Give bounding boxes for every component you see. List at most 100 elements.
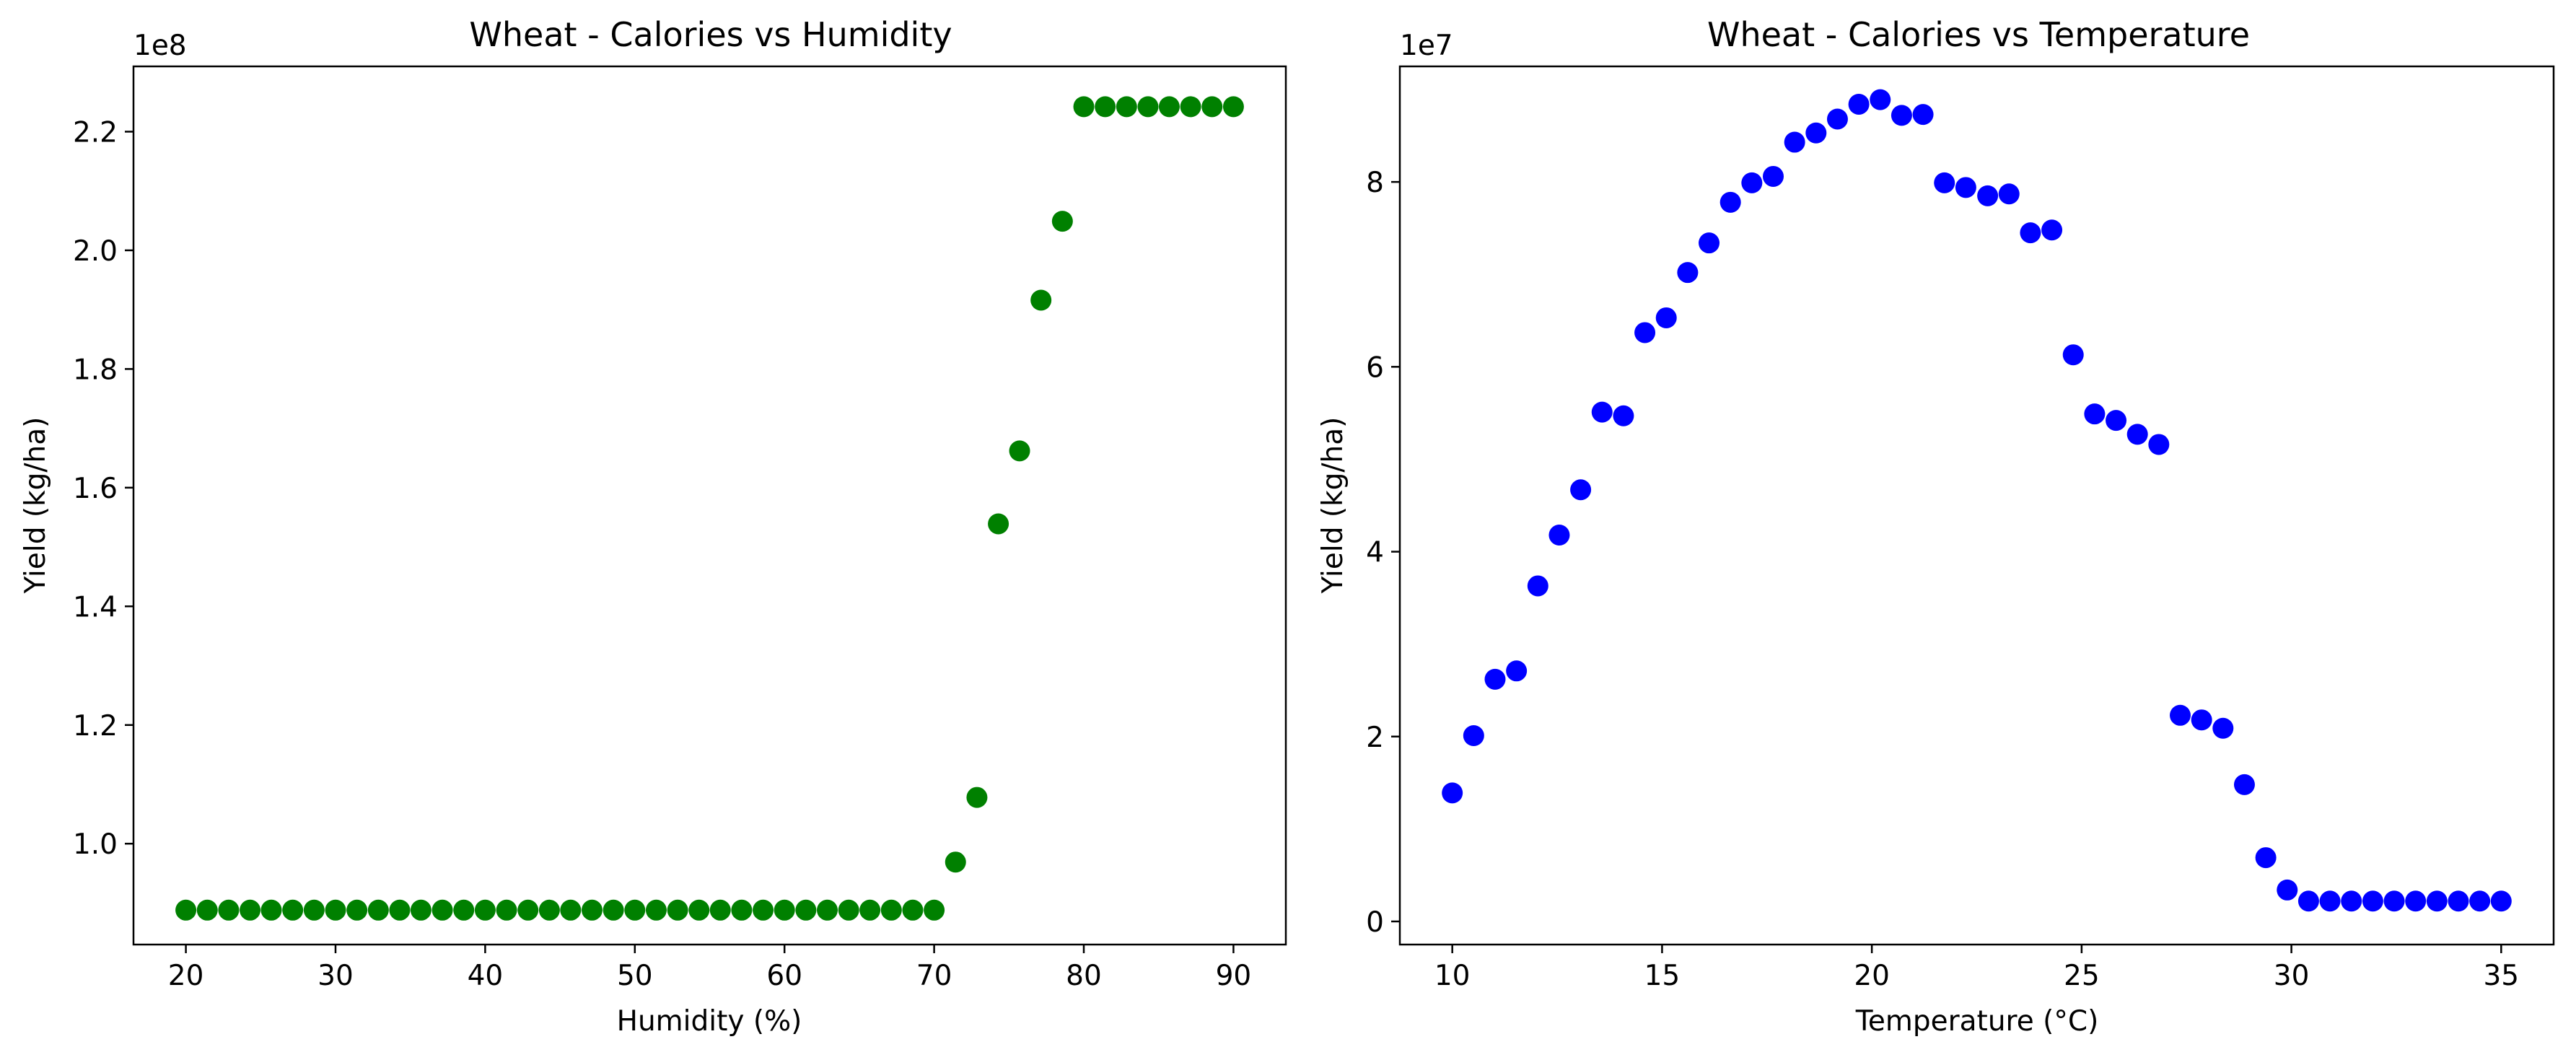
temperature-data-point (1719, 191, 1741, 213)
temperature-x-tick-label: 20 (1854, 960, 1890, 992)
temperature-x-tick-label: 35 (2483, 960, 2519, 992)
humidity-data-point (1137, 96, 1159, 118)
humidity-data-point (346, 899, 368, 921)
humidity-y-ticks: 1.0 1.2 1.4 1.6 1.8 2.0 2.2 (73, 116, 133, 861)
temperature-data-point (1762, 165, 1784, 187)
humidity-x-tick-label: 30 (317, 960, 354, 992)
temperature-data-point (1591, 401, 1613, 423)
humidity-data-point (966, 787, 988, 808)
humidity-data-point (474, 899, 496, 921)
humidity-points (175, 96, 1244, 921)
humidity-scatter-plot: Wheat - Calories vs Humidity 1e8 20 30 40 5… (19, 15, 1287, 1038)
humidity-data-point (410, 899, 431, 921)
temperature-data-point (1741, 172, 1763, 193)
humidity-data-point (645, 899, 667, 921)
humidity-x-tick-label: 20 (168, 960, 204, 992)
humidity-data-point (1201, 96, 1223, 118)
humidity-data-point (538, 899, 560, 921)
temperature-x-tick-label: 25 (2064, 960, 2100, 992)
temperature-data-point (2255, 847, 2277, 869)
humidity-data-point (260, 899, 282, 921)
humidity-data-point (838, 899, 859, 921)
temperature-data-point (2490, 890, 2512, 912)
temperature-data-point (1463, 724, 1484, 746)
temperature-data-point (1506, 660, 1528, 682)
humidity-data-point (1222, 96, 1244, 118)
humidity-data-point (1095, 96, 1116, 118)
humidity-x-tick-label: 40 (468, 960, 504, 992)
humidity-x-ticks: 20 30 40 50 60 70 80 90 (168, 945, 1251, 992)
humidity-y-tick-label: 1.2 (73, 710, 118, 743)
temperature-data-point (2233, 774, 2255, 795)
humidity-x-tick-label: 50 (617, 960, 653, 992)
humidity-data-point (453, 899, 475, 921)
humidity-y-tick-label: 1.4 (73, 591, 118, 623)
temperature-data-point (2448, 890, 2469, 912)
humidity-y-tick-label: 1.6 (73, 473, 118, 505)
humidity-data-point (560, 899, 582, 921)
temperature-x-axis-label: Temperature (°C) (1855, 1005, 2099, 1038)
temperature-x-ticks: 10 15 20 25 30 35 (1434, 945, 2519, 992)
temperature-data-point (1484, 668, 1506, 690)
humidity-data-point (1030, 289, 1052, 311)
humidity-data-point (581, 899, 603, 921)
humidity-data-point (880, 899, 902, 921)
temperature-data-point (2126, 424, 2148, 445)
humidity-data-point (624, 899, 646, 921)
humidity-x-tick-label: 60 (766, 960, 802, 992)
humidity-data-point (603, 899, 624, 921)
humidity-data-point (1116, 96, 1137, 118)
temperature-data-point (1998, 183, 2020, 205)
temperature-y-offset-label: 1e7 (1400, 30, 1453, 62)
humidity-data-point (196, 899, 218, 921)
temperature-data-point (1784, 131, 1805, 153)
humidity-data-point (240, 899, 261, 921)
temperature-y-tick-label: 4 (1366, 537, 1384, 569)
temperature-data-point (2062, 344, 2084, 366)
humidity-data-point (282, 899, 304, 921)
humidity-data-point (218, 899, 240, 921)
temperature-data-point (2277, 879, 2298, 901)
humidity-data-point (924, 899, 945, 921)
temperature-data-point (2469, 890, 2491, 912)
temperature-data-point (1655, 307, 1677, 328)
humidity-data-point (988, 513, 1009, 535)
temperature-data-point (1826, 108, 1848, 130)
temperature-data-point (2170, 704, 2191, 726)
temperature-data-point (2405, 890, 2427, 912)
temperature-data-point (2341, 890, 2362, 912)
humidity-data-point (753, 899, 774, 921)
humidity-data-point (389, 899, 411, 921)
humidity-x-axis-label: Humidity (%) (617, 1005, 802, 1038)
temperature-data-point (2148, 434, 2170, 455)
temperature-y-ticks: 0 2 4 6 8 (1366, 167, 1400, 939)
temperature-x-tick-label: 10 (1434, 960, 1471, 992)
humidity-data-point (431, 899, 453, 921)
temperature-y-tick-label: 6 (1366, 351, 1384, 384)
temperature-data-point (1805, 122, 1827, 144)
temperature-data-point (1848, 94, 1870, 115)
temperature-data-point (2020, 222, 2041, 244)
temperature-points (1442, 89, 2512, 912)
humidity-y-offset-label: 1e8 (133, 30, 187, 62)
temperature-data-point (1442, 782, 1463, 804)
temperature-data-point (1977, 185, 1999, 206)
temperature-data-point (2362, 890, 2383, 912)
temperature-data-point (1891, 105, 1912, 126)
temperature-data-point (1548, 524, 1570, 546)
humidity-data-point (1073, 96, 1095, 118)
temperature-data-point (1912, 104, 1934, 126)
temperature-data-point (2041, 219, 2063, 241)
humidity-data-point (731, 899, 753, 921)
humidity-x-tick-label: 80 (1066, 960, 1102, 992)
temperature-chart-title: Wheat - Calories vs Temperature (1707, 15, 2250, 54)
humidity-axes-frame (132, 65, 1287, 946)
temperature-data-point (2106, 410, 2127, 432)
humidity-y-tick-label: 2.0 (73, 235, 118, 268)
temperature-data-point (2383, 890, 2405, 912)
humidity-y-axis-label: Yield (kg/ha) (19, 417, 52, 595)
humidity-data-point (517, 899, 539, 921)
temperature-y-tick-label: 0 (1366, 906, 1384, 939)
humidity-data-point (1158, 96, 1180, 118)
